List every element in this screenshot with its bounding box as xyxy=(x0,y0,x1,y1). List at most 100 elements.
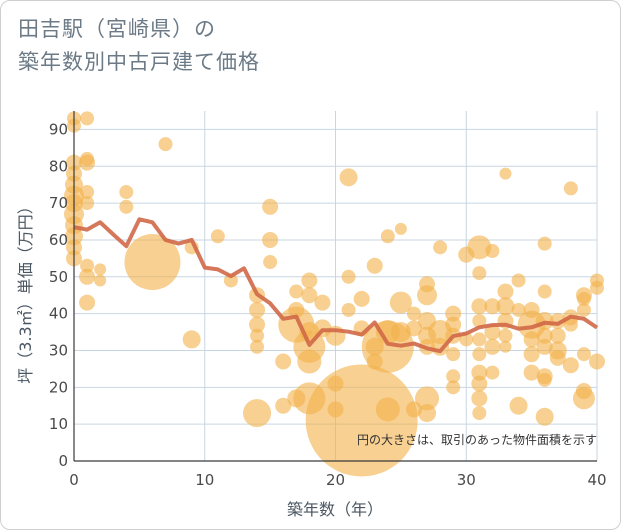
bubbles xyxy=(64,111,605,477)
x-tick-label-20: 20 xyxy=(326,471,345,489)
data-point-121 xyxy=(523,301,540,318)
data-point-131 xyxy=(549,327,566,344)
y-tick-label-20: 20 xyxy=(49,378,68,396)
data-point-108 xyxy=(499,167,512,180)
data-point-81 xyxy=(418,404,437,423)
data-point-126 xyxy=(536,338,553,355)
y-tick-label-70: 70 xyxy=(49,194,68,212)
y-tick-label-80: 80 xyxy=(49,157,68,175)
data-point-104 xyxy=(484,298,501,315)
data-point-51 xyxy=(314,294,331,311)
data-point-24 xyxy=(124,234,181,291)
data-point-28 xyxy=(210,229,225,244)
data-point-120 xyxy=(523,364,540,381)
y-tick-label-90: 90 xyxy=(49,120,68,138)
data-point-73 xyxy=(405,320,422,337)
data-point-114 xyxy=(511,273,526,288)
y-axis-label: 坪（3.3㎡）単価（万円） xyxy=(16,198,35,383)
data-point-137 xyxy=(562,357,579,374)
x-tick-label-30: 30 xyxy=(457,471,476,489)
data-point-134 xyxy=(563,181,578,196)
data-point-80 xyxy=(415,386,440,411)
data-point-95 xyxy=(471,298,488,315)
data-point-140 xyxy=(576,302,591,317)
tick-labels: 0 10 20 30 40 50 60 70 80 90 0 10 20 30 40 xyxy=(49,120,607,489)
data-point-29 xyxy=(223,273,238,288)
data-point-125 xyxy=(536,327,553,344)
data-point-68 xyxy=(375,397,400,422)
data-point-118 xyxy=(523,331,540,348)
data-point-94 xyxy=(472,266,487,281)
y-tick-label-40: 40 xyxy=(49,305,68,323)
y-tick-label-0: 0 xyxy=(58,452,68,470)
size-note: 円の大きさは、取引のあった物件面積を示す xyxy=(357,432,597,447)
data-point-57 xyxy=(341,269,356,284)
data-point-76 xyxy=(417,285,438,306)
data-point-101 xyxy=(471,390,488,407)
data-point-107 xyxy=(485,365,500,380)
data-point-99 xyxy=(471,364,488,381)
data-point-85 xyxy=(445,305,462,322)
data-point-16 xyxy=(80,196,95,211)
data-point-112 xyxy=(498,328,513,343)
data-point-123 xyxy=(537,284,552,299)
data-point-129 xyxy=(535,407,554,426)
data-point-65 xyxy=(380,229,395,244)
data-point-88 xyxy=(446,347,461,362)
data-point-19 xyxy=(79,294,96,311)
data-point-70 xyxy=(389,291,412,314)
data-point-39 xyxy=(275,353,292,370)
data-point-58 xyxy=(341,302,356,317)
y-tick-label-30: 30 xyxy=(49,341,68,359)
data-point-72 xyxy=(406,306,421,321)
trend-line xyxy=(73,217,599,354)
data-point-69 xyxy=(394,222,407,235)
data-point-35 xyxy=(243,399,272,428)
data-point-45 xyxy=(301,272,318,289)
axes xyxy=(73,111,597,462)
data-point-141 xyxy=(576,347,591,362)
data-point-128 xyxy=(537,372,552,387)
data-point-59 xyxy=(353,290,370,307)
data-point-41 xyxy=(289,284,304,299)
data-point-102 xyxy=(472,406,487,421)
data-point-37 xyxy=(262,231,279,248)
chart-title: 田吉駅（宮崎県）の 築年数別中古戸建て価格 xyxy=(18,13,260,79)
y-tick-label-60: 60 xyxy=(49,231,68,249)
data-point-109 xyxy=(497,283,514,300)
data-point-122 xyxy=(537,236,552,251)
data-point-103 xyxy=(485,244,500,258)
data-point-105 xyxy=(484,324,501,341)
data-point-15 xyxy=(80,185,95,200)
data-point-23 xyxy=(119,199,134,214)
data-point-82 xyxy=(433,240,448,255)
data-point-146 xyxy=(589,353,605,370)
data-point-97 xyxy=(472,332,487,347)
data-point-33 xyxy=(250,328,265,343)
data-point-93 xyxy=(467,235,492,260)
data-point-49 xyxy=(297,349,322,374)
data-point-139 xyxy=(576,291,591,306)
data-point-18 xyxy=(79,268,96,285)
data-point-46 xyxy=(301,287,318,304)
data-point-56 xyxy=(339,168,358,187)
data-point-143 xyxy=(572,387,595,410)
data-point-136 xyxy=(563,317,578,332)
data-point-62 xyxy=(366,257,383,274)
x-tick-label-10: 10 xyxy=(195,471,214,489)
data-point-25 xyxy=(158,137,173,152)
data-point-86 xyxy=(445,316,462,333)
trend-line-group xyxy=(73,217,599,354)
data-point-14 xyxy=(79,154,96,171)
data-point-40 xyxy=(275,397,292,414)
data-point-115 xyxy=(511,302,526,317)
data-point-119 xyxy=(523,346,540,363)
data-point-22 xyxy=(119,185,134,200)
data-point-34 xyxy=(250,339,265,354)
data-point-38 xyxy=(263,255,278,270)
data-point-89 xyxy=(446,369,461,384)
data-point-133 xyxy=(549,349,566,366)
data-point-31 xyxy=(249,301,266,318)
